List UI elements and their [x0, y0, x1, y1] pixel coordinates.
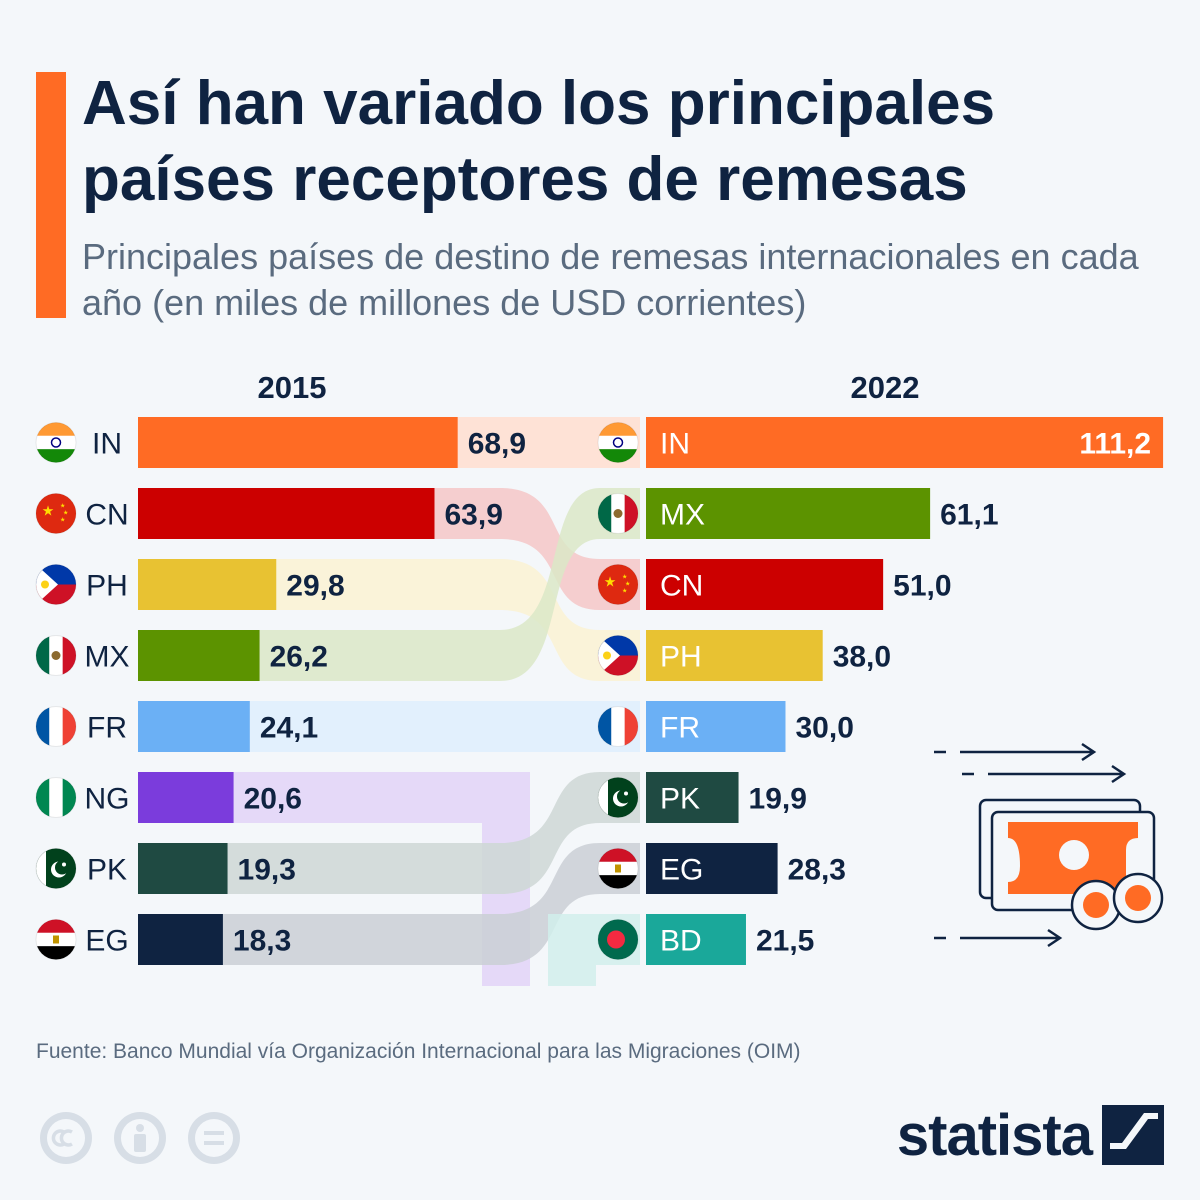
license-icons: [40, 1112, 240, 1164]
pakistan-flag-icon: [35, 848, 77, 889]
chart-title: Así han variado los principales países r…: [82, 69, 996, 214]
svg-text:★: ★: [60, 503, 65, 510]
bar-2022-BD: [646, 914, 746, 965]
bangladesh-flag-icon: [597, 919, 639, 960]
attribution-icon[interactable]: [114, 1112, 166, 1164]
bar-2022-IN: [646, 417, 1164, 468]
bar-2022-FR: [646, 701, 786, 752]
egypt-flag-icon: [597, 848, 639, 889]
country-code-2015-MX: MX: [85, 641, 130, 674]
country-code-2022-FR: FR: [660, 712, 700, 745]
bar-2015-PK: [138, 843, 228, 894]
france-flag-icon: [35, 706, 77, 747]
country-code-2022-CN: CN: [660, 570, 703, 603]
series-2022: IN 111,2MX 61,1★ ★★★ CN 51,0PH 38,0FR 30,0PK 19,…: [597, 417, 1164, 965]
statista-logo-icon: [1102, 1105, 1164, 1165]
value-label-2022-FR: 30,0: [796, 712, 854, 745]
bar-2015-FR: [138, 701, 250, 752]
country-code-2015-PK: PK: [87, 854, 127, 887]
series-2015: IN 68,9★ ★★★ CN 63,9PH 29,8MX 26,2FR 24,1NG 20,6…: [35, 417, 526, 965]
country-code-2015-PH: PH: [86, 570, 128, 603]
country-code-2022-PK: PK: [660, 783, 700, 816]
value-label-2022-MX: 61,1: [940, 499, 998, 532]
value-label-2015-PH: 29,8: [286, 570, 344, 603]
value-label-2015-FR: 24,1: [260, 712, 318, 745]
country-code-2015-FR: FR: [87, 712, 127, 745]
bar-2015-MX: [138, 630, 260, 681]
chart-area: 2015 2022 IN 68,9 ★ ★ ★ ★ CN 63,9 PH 29,8 MX 26,2 FR 24…: [0, 360, 1200, 1000]
india-flag-icon: [597, 422, 639, 463]
svg-text:★: ★: [604, 574, 617, 590]
svg-text:★: ★: [622, 574, 627, 581]
ribbon-FR: [249, 701, 640, 752]
country-code-2015-IN: IN: [92, 428, 122, 461]
country-code-2015-EG: EG: [85, 925, 128, 958]
svg-text:★: ★: [622, 588, 627, 595]
value-label-2022-PH: 38,0: [833, 641, 891, 674]
value-label-2022-BD: 21,5: [756, 925, 814, 958]
svg-text:★: ★: [625, 581, 630, 588]
ribbon-IN: [457, 417, 640, 468]
pakistan-flag-icon: [597, 777, 639, 818]
money-transfer-icon: [934, 742, 1164, 948]
rank-change-ribbons: [222, 417, 641, 986]
year-header-2022: 2022: [851, 370, 920, 405]
nigeria-flag-icon: [35, 777, 77, 818]
bar-2022-MX: [646, 488, 931, 539]
value-label-2015-CN: 63,9: [444, 499, 502, 532]
svg-text:★: ★: [42, 503, 55, 519]
value-label-2022-IN: 111,2: [1079, 428, 1151, 461]
bar-2015-CN: [138, 488, 435, 539]
bar-2022-PH: [646, 630, 823, 681]
philippines-flag-icon: [597, 635, 639, 676]
philippines-flag-icon: [35, 564, 77, 605]
ribbon-CN: [434, 488, 640, 610]
india-flag-icon: [35, 422, 77, 463]
value-label-2022-EG: 28,3: [788, 854, 846, 887]
egypt-flag-icon: [35, 919, 77, 960]
country-code-2015-CN: CN: [85, 499, 128, 532]
france-flag-icon: [597, 706, 639, 747]
bar-2015-EG: [138, 914, 223, 965]
svg-text:★: ★: [60, 517, 65, 524]
year-header-2015: 2015: [258, 370, 327, 405]
value-label-2015-PK: 19,3: [238, 854, 296, 887]
bar-2022-PK: [646, 772, 739, 823]
bar-2015-NG: [138, 772, 234, 823]
country-code-2022-BD: BD: [660, 925, 702, 958]
cc-icon[interactable]: [40, 1112, 92, 1164]
country-code-2022-PH: PH: [660, 641, 702, 674]
value-label-2015-EG: 18,3: [233, 925, 291, 958]
value-label-2022-CN: 51,0: [893, 570, 951, 603]
country-code-2022-IN: IN: [660, 428, 690, 461]
bar-2015-IN: [138, 417, 458, 468]
svg-text:★: ★: [63, 510, 68, 517]
value-label-2015-NG: 20,6: [244, 783, 302, 816]
chart-subtitle: Principales países de destino de remesas…: [82, 236, 1139, 323]
bar-2022-CN: [646, 559, 884, 610]
bar-2015-PH: [138, 559, 277, 610]
china-flag-icon: ★ ★★★: [35, 493, 77, 534]
country-code-2015-NG: NG: [85, 783, 130, 816]
value-label-2015-IN: 68,9: [468, 428, 526, 461]
source-note: Fuente: Banco Mundial vía Organización I…: [36, 1040, 801, 1063]
statista-wordmark: statista: [896, 1102, 1093, 1168]
country-code-2022-EG: EG: [660, 854, 703, 887]
statista-logo[interactable]: statista: [897, 1100, 1164, 1170]
value-label-2022-PK: 19,9: [749, 783, 807, 816]
mexico-flag-icon: [35, 635, 77, 676]
ribbon-MX: [259, 488, 640, 681]
no-derivatives-icon[interactable]: [188, 1112, 240, 1164]
mexico-flag-icon: [597, 493, 639, 534]
country-code-2022-MX: MX: [660, 499, 705, 532]
ribbon-EG: [222, 843, 641, 965]
bar-2022-EG: [646, 843, 778, 894]
title-accent-bar: [36, 72, 66, 318]
china-flag-icon: ★ ★★★: [597, 564, 639, 605]
value-label-2015-MX: 26,2: [270, 641, 328, 674]
ribbon-PK: [227, 772, 640, 894]
